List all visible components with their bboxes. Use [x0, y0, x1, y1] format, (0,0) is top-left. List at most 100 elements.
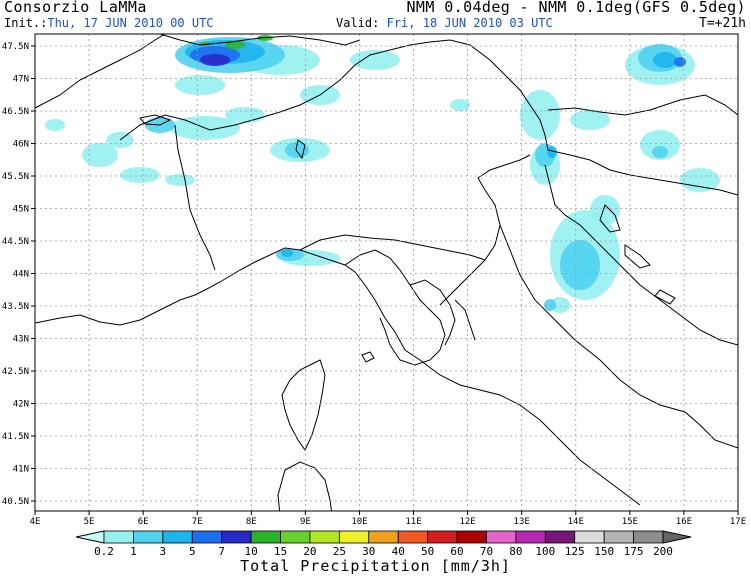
legend-label: 200	[653, 545, 673, 558]
latitude-axis: 47.5N 47N 46.5N 46N 45.5N 45N 44.5N 44N 43.5N 43N…	[2, 42, 35, 507]
border-alps	[119, 39, 549, 151]
coastline-adriatic-east	[544, 164, 738, 346]
dalmatian-islands	[599, 204, 676, 305]
legend-label: 1	[130, 545, 137, 558]
init-time: Init.:Thu, 17 JUN 2010 00 UTC	[4, 16, 214, 30]
model-title: NMM 0.04deg - NMM 0.1deg(GFS 0.5deg)	[406, 0, 746, 16]
legend-swatch	[574, 530, 605, 544]
forecast-step: T=+21h	[699, 16, 746, 31]
legend-label: 30	[362, 545, 375, 558]
coastlines-and-borders	[35, 34, 738, 511]
valid-value: Fri, 18 JUN 2010 03 UTC	[386, 16, 553, 30]
lat-tick-label: 42.5N	[2, 367, 29, 377]
lat-tick-label: 44.5N	[2, 237, 29, 247]
lat-tick-label: 46N	[13, 140, 29, 150]
legend-swatch	[603, 530, 634, 544]
header-right: NMM 0.04deg - NMM 0.1deg(GFS 0.5deg) Val…	[330, 0, 746, 34]
lat-tick-label: 42N	[13, 400, 29, 410]
header-left: Consorzio LaMMa Init.:Thu, 17 JUN 2010 0…	[4, 0, 334, 34]
legend-arrow-high	[662, 530, 692, 544]
legend-swatch	[368, 530, 399, 544]
legend-label: 150	[594, 545, 614, 558]
legend-swatch	[544, 530, 576, 544]
legend-swatch	[309, 530, 340, 544]
legend-swatch	[515, 530, 546, 544]
legend-swatch	[221, 530, 252, 544]
lon-tick-label: 6E	[138, 517, 149, 527]
legend-label: 25	[333, 545, 346, 558]
lon-tick-label: 17E	[730, 517, 746, 527]
legend-swatch	[133, 530, 164, 544]
lat-tick-label: 44N	[13, 270, 29, 280]
border-france-italy	[174, 124, 216, 271]
lon-tick-label: 15E	[622, 517, 638, 527]
legend-label: 40	[392, 545, 405, 558]
legend-swatch	[397, 530, 429, 544]
lat-tick-label: 43N	[13, 335, 29, 345]
border-austria-slovenia	[547, 94, 738, 116]
legend-swatch	[633, 530, 664, 544]
legend-swatch	[280, 530, 311, 544]
precipitation-field	[45, 35, 720, 313]
border-marche	[454, 299, 476, 341]
legend-label: 15	[274, 545, 287, 558]
legend-label: 175	[624, 545, 644, 558]
lon-tick-label: 9E	[300, 517, 311, 527]
legend-label: 5	[189, 545, 196, 558]
precip-light-areas	[45, 45, 720, 313]
valid-time: Valid: Fri, 18 JUN 2010 03 UTC	[336, 16, 553, 30]
graticule	[35, 34, 738, 511]
longitude-axis: 4E 5E 6E 7E 8E 9E 10E 11E 12E 13E 14E 15E 16E 17E	[30, 511, 746, 527]
map-frame	[34, 33, 739, 512]
legend-swatch	[486, 530, 517, 544]
border-switzerland-north	[159, 34, 361, 46]
legend-label: 100	[535, 545, 555, 558]
border-tuscany	[344, 249, 446, 366]
lat-tick-label: 43.5N	[2, 302, 29, 312]
legend-swatch	[427, 530, 458, 544]
legend-arrow-low	[75, 530, 105, 544]
lat-tick-label: 45.5N	[2, 172, 29, 182]
legend-label: 20	[303, 545, 316, 558]
elba-island	[361, 351, 375, 363]
coastline-adriatic-south	[499, 224, 738, 449]
lat-tick-label: 47N	[13, 75, 29, 85]
lat-tick-label: 46.5N	[2, 107, 29, 117]
lon-tick-label: 8E	[246, 517, 257, 527]
lake-geneva	[139, 114, 172, 126]
lon-tick-label: 16E	[676, 517, 692, 527]
lon-tick-label: 14E	[568, 517, 584, 527]
legend-swatch	[250, 530, 281, 544]
legend-label: 125	[565, 545, 585, 558]
legend-label: 0.2	[94, 545, 114, 558]
init-value: Thu, 17 JUN 2010 00 UTC	[47, 16, 214, 30]
border-emilia	[299, 234, 486, 261]
init-label: Init.:	[4, 16, 48, 30]
lat-tick-label: 47.5N	[2, 42, 29, 52]
lake-garda	[295, 139, 306, 160]
legend-label: 50	[421, 545, 434, 558]
lon-tick-label: 4E	[30, 517, 41, 527]
lon-tick-label: 10E	[351, 517, 367, 527]
legend-label: 70	[480, 545, 493, 558]
legend-swatch	[338, 530, 370, 544]
lon-tick-label: 12E	[459, 517, 475, 527]
coastline-adriatic-west	[439, 154, 531, 306]
legend-label: 60	[450, 545, 463, 558]
lon-tick-label: 5E	[84, 517, 95, 527]
lat-tick-label: 45N	[13, 205, 29, 215]
precip-intense-areas	[200, 54, 230, 66]
legend-label: 10	[244, 545, 257, 558]
legend-swatch	[456, 530, 487, 544]
legend-label: 7	[218, 545, 225, 558]
corsica	[281, 359, 326, 451]
lon-tick-label: 11E	[405, 517, 421, 527]
legend-swatch	[191, 530, 223, 544]
lat-tick-label: 41.5N	[2, 432, 29, 442]
legend-swatch	[103, 530, 134, 544]
lon-tick-label: 7E	[192, 517, 203, 527]
border-umbria	[409, 279, 456, 346]
border-france-switzerland	[35, 34, 166, 109]
legend-label: 3	[160, 545, 167, 558]
